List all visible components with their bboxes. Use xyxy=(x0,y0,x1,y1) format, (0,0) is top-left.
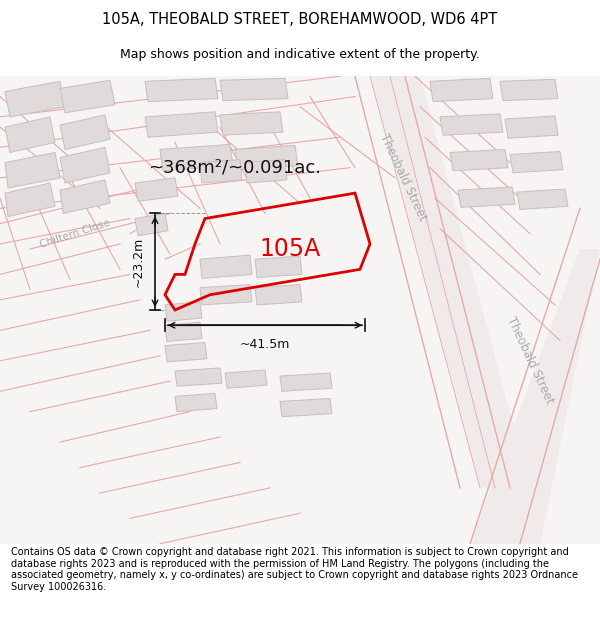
Polygon shape xyxy=(440,114,503,135)
Text: Contains OS data © Crown copyright and database right 2021. This information is : Contains OS data © Crown copyright and d… xyxy=(11,547,578,592)
Polygon shape xyxy=(235,146,298,170)
Polygon shape xyxy=(517,189,568,209)
Polygon shape xyxy=(5,117,55,152)
Polygon shape xyxy=(450,149,508,171)
Polygon shape xyxy=(220,78,288,101)
Polygon shape xyxy=(200,159,242,183)
Polygon shape xyxy=(165,322,202,341)
Text: Chiltern Close: Chiltern Close xyxy=(38,217,112,250)
Polygon shape xyxy=(255,256,302,278)
Polygon shape xyxy=(470,249,600,544)
Text: ~23.2m: ~23.2m xyxy=(132,237,145,287)
Polygon shape xyxy=(165,342,207,362)
Polygon shape xyxy=(175,393,217,412)
Polygon shape xyxy=(255,284,302,305)
Polygon shape xyxy=(145,78,218,102)
Polygon shape xyxy=(175,368,222,386)
Polygon shape xyxy=(510,151,563,173)
Polygon shape xyxy=(60,81,115,113)
Polygon shape xyxy=(0,76,600,544)
Polygon shape xyxy=(60,148,110,183)
Polygon shape xyxy=(200,284,252,305)
Polygon shape xyxy=(505,116,558,138)
Polygon shape xyxy=(245,159,287,183)
Polygon shape xyxy=(280,373,332,391)
Polygon shape xyxy=(60,115,110,149)
Polygon shape xyxy=(135,178,178,201)
Polygon shape xyxy=(5,183,55,216)
Polygon shape xyxy=(430,78,493,102)
Polygon shape xyxy=(135,214,168,236)
Polygon shape xyxy=(200,255,252,279)
Polygon shape xyxy=(225,370,267,388)
Text: 105A, THEOBALD STREET, BOREHAMWOOD, WD6 4PT: 105A, THEOBALD STREET, BOREHAMWOOD, WD6 … xyxy=(103,11,497,26)
Polygon shape xyxy=(5,152,60,188)
Polygon shape xyxy=(280,398,332,417)
Text: ~368m²/~0.091ac.: ~368m²/~0.091ac. xyxy=(149,159,322,177)
Polygon shape xyxy=(5,81,65,117)
Polygon shape xyxy=(60,180,110,214)
Text: Theobald Street: Theobald Street xyxy=(377,132,429,224)
Polygon shape xyxy=(220,112,283,135)
Polygon shape xyxy=(500,79,558,101)
Polygon shape xyxy=(165,302,202,321)
Polygon shape xyxy=(458,187,515,208)
Text: 105A: 105A xyxy=(259,237,320,261)
Polygon shape xyxy=(355,76,530,488)
Polygon shape xyxy=(145,112,218,138)
Text: Map shows position and indicative extent of the property.: Map shows position and indicative extent… xyxy=(120,48,480,61)
Text: Theobald Street: Theobald Street xyxy=(504,315,556,406)
Text: ~41.5m: ~41.5m xyxy=(240,339,290,351)
Polygon shape xyxy=(160,144,233,171)
